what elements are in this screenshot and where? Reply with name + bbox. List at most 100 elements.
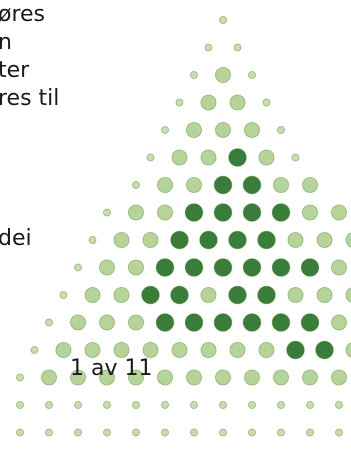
dot-dark xyxy=(213,203,233,222)
dot-small xyxy=(219,16,227,24)
slide-text-line-4: res til xyxy=(0,86,60,111)
slide-text-line-2: n xyxy=(0,30,12,55)
dot-small xyxy=(45,318,53,327)
dot-medium xyxy=(229,342,246,358)
dot-dark xyxy=(213,258,233,277)
dot-dark xyxy=(300,258,320,277)
dot-dark xyxy=(184,313,204,332)
dot-medium xyxy=(171,149,188,166)
dot-medium xyxy=(113,287,130,303)
dot-dark xyxy=(228,148,247,167)
dot-small xyxy=(16,428,24,437)
dot-small xyxy=(74,428,82,437)
dot-medium xyxy=(55,342,72,358)
slide-text-line-3: ter xyxy=(0,58,30,83)
dot-small xyxy=(248,401,256,409)
dot-small xyxy=(161,401,169,409)
dot-dark xyxy=(199,230,218,250)
dot-small xyxy=(277,126,285,134)
dot-small xyxy=(190,428,198,437)
dot-medium xyxy=(244,122,260,138)
dot-medium xyxy=(258,342,275,358)
dot-medium xyxy=(331,314,347,331)
dot-medium xyxy=(345,232,351,248)
dot-medium xyxy=(244,369,260,386)
dot-medium xyxy=(331,369,347,386)
dot-small xyxy=(45,428,53,437)
dot-dark xyxy=(228,285,247,305)
dot-dark xyxy=(271,313,291,332)
dot-small xyxy=(233,43,242,52)
dot-medium xyxy=(287,287,304,303)
dot-medium xyxy=(128,369,144,386)
dot-small xyxy=(248,428,256,437)
dot-dark xyxy=(155,258,175,277)
dot-medium xyxy=(258,149,275,166)
dot-small xyxy=(45,401,53,409)
dot-medium xyxy=(99,259,115,276)
dot-small xyxy=(204,43,213,52)
dot-small xyxy=(175,98,184,107)
dot-medium xyxy=(171,342,188,358)
dot-small xyxy=(219,401,227,409)
dot-small xyxy=(30,346,39,354)
dot-medium xyxy=(215,369,231,386)
dot-dark xyxy=(242,258,262,277)
dot-medium xyxy=(273,177,289,193)
dot-small xyxy=(132,181,140,189)
dot-medium xyxy=(70,314,86,331)
dot-medium xyxy=(200,287,217,303)
dot-medium xyxy=(84,287,101,303)
dot-small xyxy=(277,401,285,409)
dot-small xyxy=(88,236,97,244)
dot-dark xyxy=(184,258,204,277)
dot-medium xyxy=(186,369,202,386)
dot-medium xyxy=(200,94,217,111)
dot-dark xyxy=(257,285,276,305)
dot-dark xyxy=(213,175,233,195)
dot-dark xyxy=(271,258,291,277)
dot-medium xyxy=(331,204,347,221)
dot-small xyxy=(277,428,285,437)
dot-small xyxy=(59,291,68,299)
dot-dark xyxy=(184,203,204,222)
dot-small xyxy=(291,153,300,162)
dot-dark xyxy=(155,313,175,332)
page-indicator: 1 av 11 xyxy=(70,356,153,381)
dot-medium xyxy=(316,287,333,303)
dot-medium xyxy=(99,369,115,386)
dot-medium xyxy=(157,369,173,386)
dot-dark xyxy=(242,313,262,332)
dot-small xyxy=(306,401,314,409)
dot-dark xyxy=(242,203,262,222)
dot-medium xyxy=(345,287,351,303)
dot-small xyxy=(190,71,198,79)
dot-small xyxy=(103,428,111,437)
dot-dark xyxy=(315,340,334,360)
dot-medium xyxy=(215,67,231,83)
dot-dark xyxy=(286,340,305,360)
dot-dark xyxy=(213,313,233,332)
dot-medium xyxy=(302,369,318,386)
dot-medium xyxy=(302,177,318,193)
dot-dark xyxy=(300,313,320,332)
dot-medium xyxy=(157,177,173,193)
dot-small xyxy=(248,71,256,79)
dot-small xyxy=(262,98,271,107)
dot-medium xyxy=(84,342,101,358)
dot-medium xyxy=(157,204,173,221)
dot-medium xyxy=(287,232,304,248)
dot-medium xyxy=(70,369,86,386)
dot-dark xyxy=(257,230,276,250)
dot-small xyxy=(103,208,111,217)
dot-small xyxy=(335,401,343,409)
dot-medium xyxy=(128,314,144,331)
dot-small xyxy=(74,401,82,409)
dot-medium xyxy=(113,342,130,358)
dot-small xyxy=(335,428,343,437)
dot-dark xyxy=(271,203,291,222)
slide-text-line-1: øres xyxy=(0,2,46,27)
dot-medium xyxy=(142,232,159,248)
dot-medium xyxy=(229,94,246,111)
dot-dark xyxy=(141,285,160,305)
